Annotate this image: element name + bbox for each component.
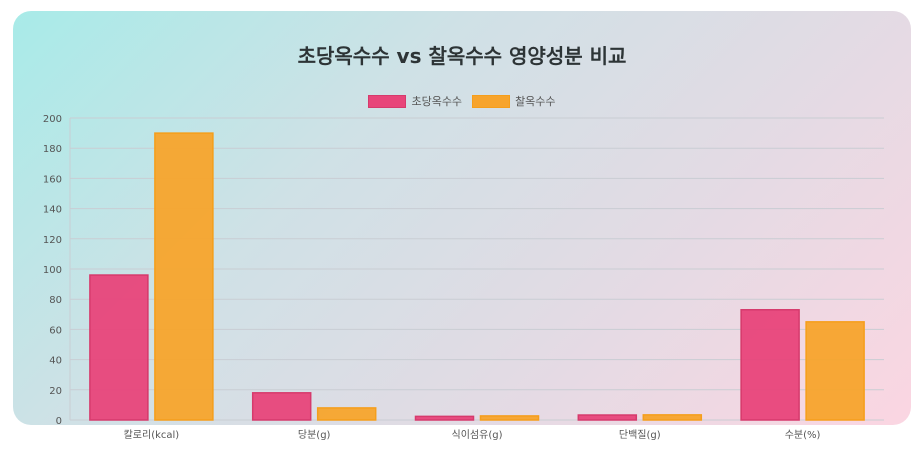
legend-label-0: 초당옥수수 — [411, 95, 463, 108]
y-tick-label-5: 100 — [43, 265, 62, 276]
legend-label-1: 찰옥수수 — [515, 95, 556, 108]
legend-item-1[interactable]: 찰옥수수 — [472, 93, 556, 109]
x-tick-label-4: 수분(%) — [785, 429, 821, 441]
y-tick-label-10: 200 — [43, 114, 62, 125]
legend-swatch-1 — [472, 94, 511, 108]
legend-item-0[interactable]: 초당옥수수 — [368, 93, 462, 109]
y-tick-label-8: 160 — [43, 174, 62, 185]
bar-1-1 — [316, 407, 377, 421]
x-tick-label-2: 식이섬유(g) — [452, 429, 503, 441]
y-tick-label-1: 20 — [49, 386, 62, 397]
chart-legend: 초당옥수수 찰옥수수 — [0, 93, 924, 109]
x-tick-label-0: 칼로리(kcal) — [124, 428, 180, 441]
bar-1-0 — [154, 132, 214, 421]
legend-swatch-0 — [368, 94, 407, 108]
y-tick-label-4: 80 — [49, 295, 62, 306]
bar-1-4 — [805, 321, 865, 421]
bar-0-0 — [89, 274, 149, 421]
bar-1-2 — [479, 415, 540, 421]
chart-title: 초당옥수수 vs 찰옥수수 영양성분 비교 — [297, 44, 627, 68]
y-tick-label-6: 120 — [43, 235, 62, 246]
x-tick-label-3: 단백질(g) — [619, 429, 661, 441]
y-tick-label-2: 40 — [49, 356, 62, 367]
y-tick-label-0: 0 — [56, 416, 62, 427]
bar-0-3 — [577, 414, 638, 421]
y-tick-label-7: 140 — [43, 205, 62, 216]
x-tick-label-1: 당분(g) — [298, 429, 331, 441]
bar-1-3 — [642, 414, 703, 421]
bar-0-4 — [740, 309, 800, 421]
y-tick-label-3: 60 — [49, 325, 62, 336]
bar-0-1 — [251, 392, 312, 421]
bar-0-2 — [414, 415, 475, 421]
y-tick-label-9: 180 — [43, 144, 62, 155]
